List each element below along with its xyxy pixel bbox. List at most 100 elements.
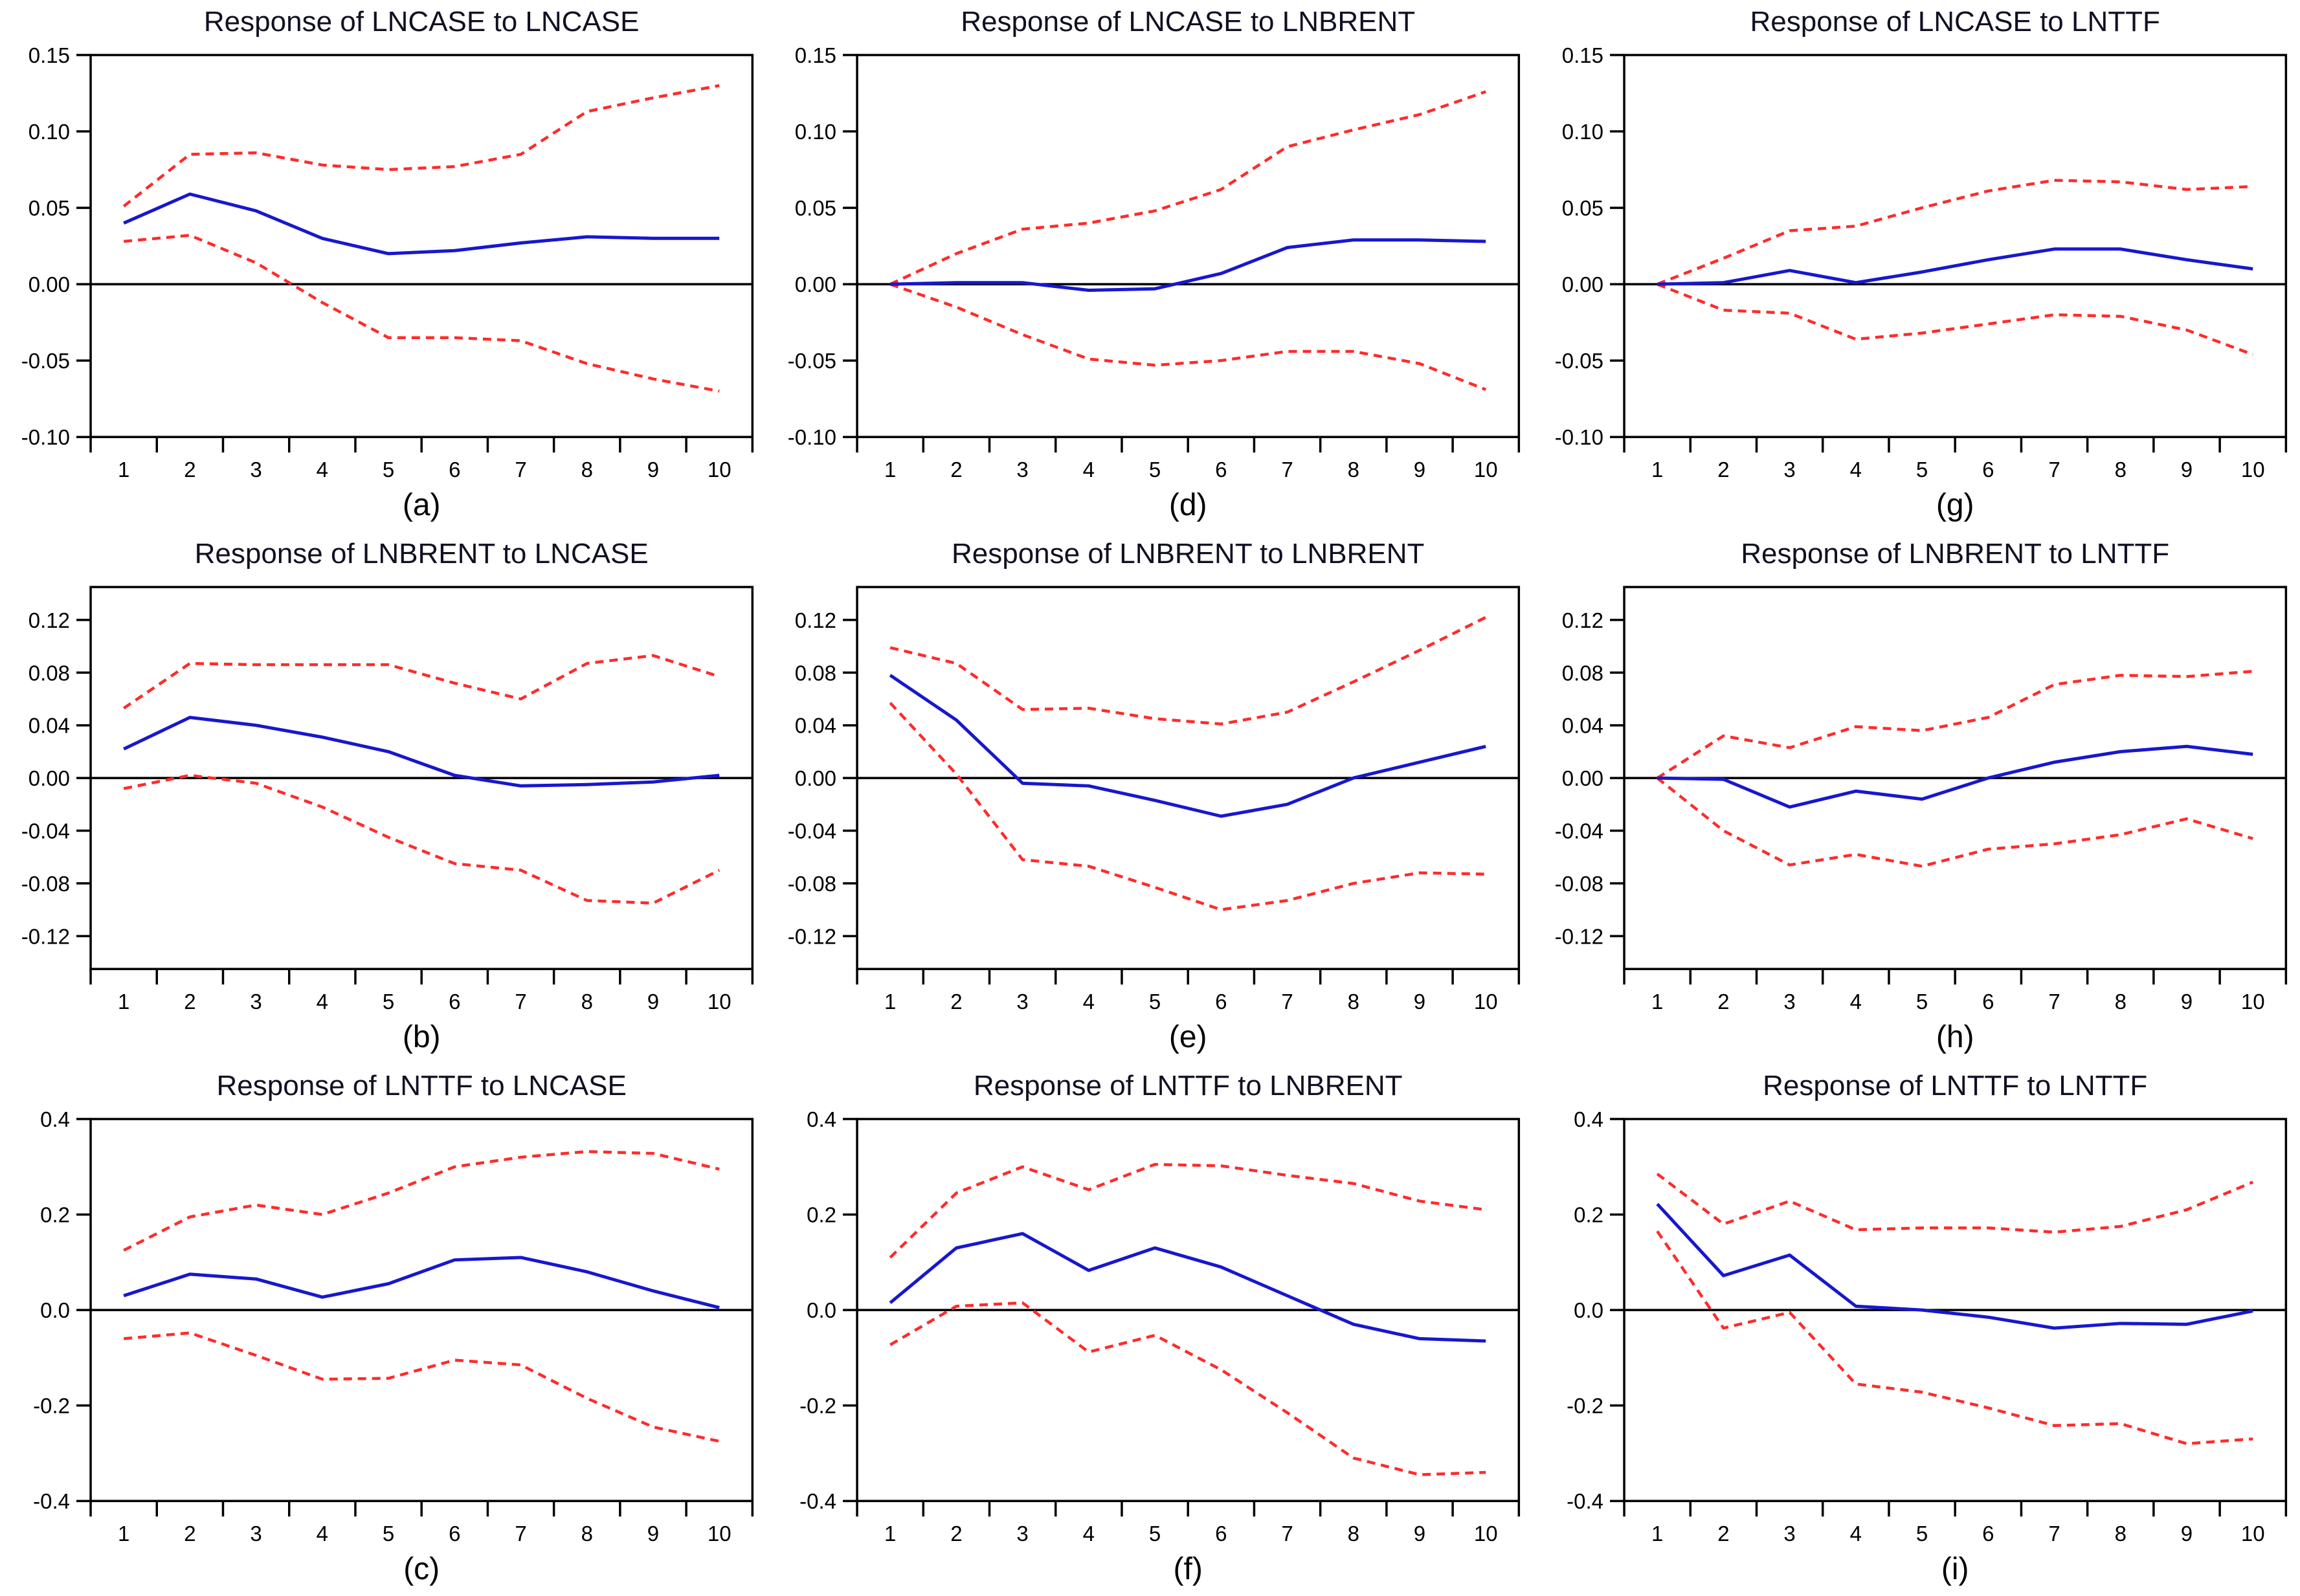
panel-title: Response of LNTTF to LNCASE bbox=[217, 1070, 627, 1102]
panel-title: Response of LNCASE to LNBRENT bbox=[961, 6, 1416, 38]
irf-panel-f: Response of LNTTF to LNBRENT 0.4 0.2 0.0 -0.… bbox=[766, 1064, 1533, 1596]
irf-panel-d: Response of LNCASE to LNBRENT 0.15 0.10 0.0… bbox=[766, 0, 1533, 532]
x-axis-tick-label: 8 bbox=[2114, 458, 2126, 482]
x-axis-tick-label: 1 bbox=[118, 458, 129, 482]
y-axis-tick-label: 0.05 bbox=[28, 196, 70, 220]
y-axis-tick-label: -0.10 bbox=[788, 425, 836, 449]
x-axis-tick-label: 1 bbox=[118, 990, 129, 1014]
panel-sublabel: (h) bbox=[1936, 1020, 1974, 1054]
lower-confidence-band-line bbox=[889, 702, 1486, 912]
lower-confidence-band-line bbox=[1656, 283, 2253, 356]
x-axis-tick-label: 2 bbox=[1717, 1522, 1729, 1546]
x-axis-tick-label: 2 bbox=[1717, 990, 1729, 1014]
x-axis-tick-label: 5 bbox=[1916, 458, 1928, 482]
x-axis-tick-label: 6 bbox=[1215, 1522, 1227, 1546]
x-axis-tick-label: 3 bbox=[1017, 458, 1029, 482]
y-axis-tick-label: 0.00 bbox=[795, 272, 836, 296]
lower-confidence-band-line bbox=[123, 773, 720, 905]
x-axis-tick-label: 7 bbox=[1282, 1522, 1293, 1546]
response-line bbox=[1657, 745, 2253, 809]
x-axis-tick-label: 2 bbox=[184, 990, 195, 1014]
irf-panel-b-chart: Response of LNBRENT to LNCASE 0.12 0.08 0.0… bbox=[21, 538, 754, 1054]
y-axis-tick-label: 0.4 bbox=[807, 1107, 836, 1131]
x-axis-tick-label: 9 bbox=[2180, 458, 2192, 482]
response-line bbox=[889, 674, 1487, 818]
y-axis-tick-label: 0.08 bbox=[1561, 661, 1603, 685]
y-axis-tick-label: -0.4 bbox=[33, 1490, 70, 1514]
x-axis-tick-label: 6 bbox=[449, 458, 460, 482]
y-axis-tick-label: 0.05 bbox=[1561, 196, 1603, 220]
panel-sublabel: (a) bbox=[403, 488, 441, 522]
x-axis-tick-label: 6 bbox=[449, 1522, 460, 1546]
x-axis-tick-label: 6 bbox=[1982, 1522, 1994, 1546]
x-axis-tick-label: 7 bbox=[2048, 458, 2060, 482]
x-axis-tick-label: 3 bbox=[1783, 990, 1795, 1014]
x-axis-tick-label: 8 bbox=[581, 458, 593, 482]
y-axis-tick-label: 0.04 bbox=[1561, 714, 1603, 738]
x-axis-tick-label: 10 bbox=[2241, 458, 2265, 482]
lower-confidence-band-line bbox=[123, 1331, 720, 1443]
x-axis-tick-label: 5 bbox=[1916, 1522, 1928, 1546]
y-axis-tick-label: 0.08 bbox=[28, 661, 70, 685]
x-axis-tick-label: 10 bbox=[708, 458, 731, 482]
x-axis-tick-label: 1 bbox=[118, 1522, 129, 1546]
x-axis-tick-label: 3 bbox=[1017, 990, 1029, 1014]
y-axis-tick-label: 0.4 bbox=[1574, 1107, 1603, 1131]
panel-title: Response of LNCASE to LNCASE bbox=[204, 6, 640, 38]
x-axis-tick-label: 2 bbox=[951, 1522, 963, 1546]
x-axis-tick-label: 5 bbox=[383, 990, 394, 1014]
irf-panel-f-chart: Response of LNTTF to LNBRENT 0.4 0.2 0.0 -0.… bbox=[799, 1070, 1521, 1587]
lower-confidence-band-line bbox=[889, 1302, 1486, 1477]
x-axis-tick-label: 5 bbox=[383, 458, 394, 482]
x-axis-tick-label: 10 bbox=[708, 990, 731, 1014]
y-axis-tick-label: -0.08 bbox=[21, 872, 70, 896]
panel-title: Response of LNBRENT to LNBRENT bbox=[952, 538, 1424, 570]
x-axis-tick-label: 9 bbox=[647, 1522, 659, 1546]
panel-title: Response of LNTTF to LNTTF bbox=[1763, 1070, 2147, 1102]
y-axis-tick-label: -0.08 bbox=[1554, 872, 1603, 896]
irf-panel-e: Response of LNBRENT to LNBRENT 0.12 0.08 0.… bbox=[766, 532, 1533, 1064]
y-axis-tick-label: 0.2 bbox=[1574, 1203, 1603, 1227]
y-axis-tick-label: -0.2 bbox=[33, 1394, 70, 1418]
response-line bbox=[889, 1232, 1486, 1343]
x-axis-tick-label: 9 bbox=[647, 990, 659, 1014]
y-axis-tick-label: -0.10 bbox=[1554, 425, 1603, 449]
x-axis-tick-label: 5 bbox=[1149, 458, 1161, 482]
y-axis-tick-label: 0.4 bbox=[40, 1107, 70, 1131]
y-axis-tick-label: -0.05 bbox=[788, 349, 836, 373]
y-axis-tick-label: 0.15 bbox=[1561, 43, 1603, 67]
x-axis-tick-label: 2 bbox=[184, 458, 195, 482]
x-axis-tick-label: 6 bbox=[1982, 990, 1994, 1014]
x-axis-tick-label: 2 bbox=[951, 458, 963, 482]
x-axis-tick-label: 3 bbox=[250, 990, 262, 1014]
y-axis-tick-label: -0.12 bbox=[788, 925, 836, 949]
y-axis-tick-label: 0.12 bbox=[28, 608, 70, 632]
upper-confidence-band-line bbox=[889, 90, 1487, 286]
x-axis-tick-label: 8 bbox=[2114, 990, 2126, 1014]
x-axis-tick-label: 10 bbox=[1474, 990, 1498, 1014]
x-axis-tick-label: 6 bbox=[1982, 458, 1994, 482]
x-axis-tick-label: 3 bbox=[1783, 1522, 1795, 1546]
lower-confidence-band-line bbox=[123, 234, 720, 393]
x-axis-tick-label: 9 bbox=[1414, 458, 1425, 482]
x-axis-tick-label: 10 bbox=[708, 1522, 731, 1546]
x-axis-tick-label: 3 bbox=[1783, 458, 1795, 482]
irf-panel-g-chart: Response of LNCASE to LNTTF 0.15 0.10 0.05 0… bbox=[1554, 6, 2287, 522]
x-axis-tick-label: 4 bbox=[317, 1522, 328, 1546]
x-axis-tick-label: 2 bbox=[1717, 458, 1729, 482]
y-axis-tick-label: 0.10 bbox=[795, 120, 836, 144]
y-axis-tick-label: -0.05 bbox=[1554, 349, 1603, 373]
x-axis-tick-label: 10 bbox=[2241, 990, 2265, 1014]
upper-confidence-band-line bbox=[123, 1150, 720, 1252]
irf-panel-i: Response of LNTTF to LNTTF 0.4 0.2 0.0 -0.2 -… bbox=[1534, 1064, 2300, 1596]
panel-sublabel: (d) bbox=[1169, 488, 1207, 522]
x-axis-tick-label: 5 bbox=[383, 1522, 394, 1546]
irf-panel-g: Response of LNCASE to LNTTF 0.15 0.10 0.05 0… bbox=[1534, 0, 2300, 532]
x-axis-tick-label: 5 bbox=[1149, 1522, 1161, 1546]
plot-border bbox=[1622, 54, 2287, 438]
y-axis-tick-label: 0.0 bbox=[807, 1299, 836, 1323]
y-axis-tick-label: -0.04 bbox=[788, 819, 836, 843]
response-line bbox=[123, 716, 720, 788]
x-axis-tick-label: 8 bbox=[2114, 1522, 2126, 1546]
